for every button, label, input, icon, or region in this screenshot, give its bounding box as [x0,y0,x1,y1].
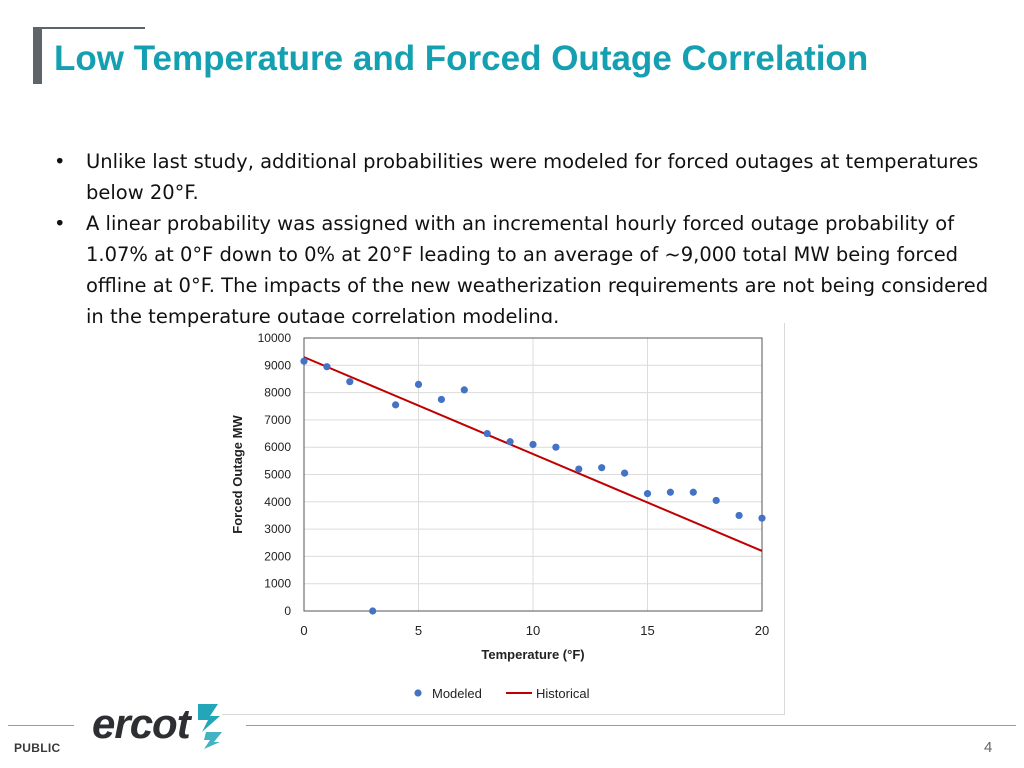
y-tick-label: 3000 [264,522,291,536]
y-axis-label: Forced Outage MW [230,415,245,534]
bullet-text: A linear probability was assigned with a… [86,212,989,328]
bullet-marker: • [54,150,66,173]
x-tick-label: 15 [640,623,654,638]
footer-divider-right [246,725,1016,726]
modeled-point [460,386,468,394]
bullet-item: • A linear probability was assigned with… [54,208,1004,332]
logo-bolt-icon [198,704,222,749]
footer-divider-left [8,725,74,726]
modeled-point [323,363,331,371]
modeled-point [529,440,537,449]
modeled-point [552,443,560,451]
modeled-point [575,465,583,473]
modeled-point [392,401,400,409]
y-tick-label: 1000 [264,577,291,591]
classification-label: PUBLIC [14,741,61,755]
bullet-list: • Unlike last study, additional probabil… [54,146,1004,332]
x-tick-label: 10 [526,623,540,638]
modeled-point [598,464,606,472]
x-tick-label: 0 [300,623,307,638]
modeled-point [689,488,697,496]
logo-wordmark: ercot [92,700,191,747]
modeled-point [369,607,377,615]
modeled-point [414,380,423,389]
modeled-point [300,357,308,365]
title-accent-bar [33,27,42,84]
scatter-chart: 0100020003000400050006000700080009000100… [230,331,769,701]
modeled-point [643,490,652,498]
bullet-text: Unlike last study, additional probabilit… [86,150,979,204]
plot-area-border [303,337,763,612]
x-axis-label: Temperature (°F) [481,647,584,662]
y-tick-label: 9000 [264,358,291,372]
modeled-point [712,496,720,505]
modeled-point [621,469,629,477]
slide-title: Low Temperature and Forced Outage Correl… [54,39,869,78]
legend-label-historical: Historical [536,686,590,701]
legend-marker-modeled [414,689,422,697]
y-tick-label: 2000 [264,549,291,563]
title-accent-line [33,27,145,29]
chart-container: 0 1000 2000 3000 4000 5000 6000 7000 8000 9000 100… [222,323,785,715]
page-number: 4 [984,739,993,756]
y-tick-label: 10000 [258,331,292,345]
modeled-point [666,488,674,496]
bullet-item: • Unlike last study, additional probabil… [54,146,1004,208]
y-tick-label: 6000 [264,440,291,454]
y-tick-label: 8000 [264,386,291,400]
x-tick-label: 5 [415,623,422,638]
y-tick-label: 4000 [264,495,291,509]
modeled-point [758,514,766,522]
y-tick-label: 0 [284,604,291,618]
y-tick-label: 5000 [264,468,291,482]
bullet-marker: • [54,212,66,235]
x-tick-label: 20 [755,623,769,638]
historical-line [303,356,763,552]
modeled-point [483,429,491,438]
modeled-point [346,378,354,386]
modeled-point [437,395,445,404]
legend-label-modeled: Modeled [432,686,482,701]
modeled-point [506,438,514,446]
modeled-point [735,511,743,520]
y-tick-label: 7000 [264,413,291,427]
